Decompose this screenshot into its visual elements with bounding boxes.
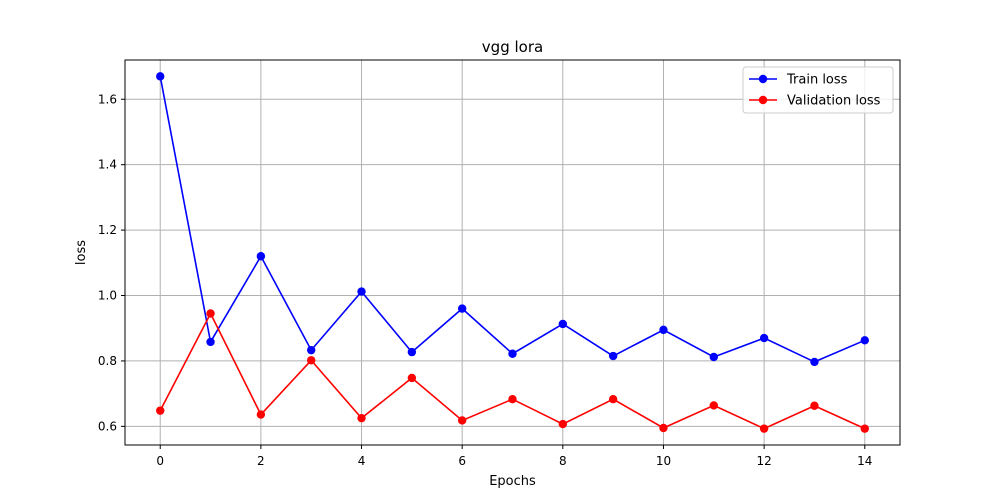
axis-ticks: 0 2 4 6 8 10 12 14 0.6 0.8 1.0 1.2 1.4 1.6 <box>98 92 873 468</box>
train-loss-point <box>508 349 517 358</box>
legend: Train loss Validation loss <box>742 66 894 114</box>
train-loss-point <box>659 325 668 335</box>
train-loss-point <box>307 345 316 355</box>
x-tick-label: 12 <box>756 454 771 468</box>
grid-lines <box>125 60 900 445</box>
legend-train-loss-label: Train loss <box>786 73 848 88</box>
validation-loss-point <box>156 406 165 415</box>
train-loss-point <box>206 337 215 347</box>
validation-loss-point <box>457 416 467 425</box>
chart-title: vgg lora <box>482 38 543 56</box>
validation-loss-point <box>608 395 618 404</box>
validation-loss-point <box>407 373 417 383</box>
train-loss-point <box>256 252 266 261</box>
train-loss-point <box>558 319 568 329</box>
x-tick-label: 8 <box>559 454 567 468</box>
train-loss-point <box>357 287 366 296</box>
y-tick-label: 1.6 <box>98 92 117 106</box>
train-loss-point <box>810 357 819 367</box>
train-loss-point <box>709 352 718 362</box>
train-loss-point <box>457 304 467 313</box>
validation-loss-point <box>558 419 568 429</box>
validation-loss-point <box>659 423 668 433</box>
validation-loss-point <box>860 424 869 433</box>
y-tick-label: 0.8 <box>98 354 117 368</box>
validation-loss-point <box>357 413 366 423</box>
x-tick-label: 6 <box>458 454 466 468</box>
plot-frame <box>124 59 901 446</box>
train-loss-point <box>759 333 769 343</box>
train-loss-point <box>156 72 165 81</box>
train-loss-point <box>860 336 869 345</box>
validation-loss-point <box>307 356 316 365</box>
series-layer <box>156 72 869 433</box>
x-tick-label: 14 <box>857 454 872 468</box>
train-loss-point <box>608 351 618 361</box>
x-tick-label: 4 <box>358 454 366 468</box>
legend-validation-loss-marker <box>758 95 768 105</box>
x-tick-label: 2 <box>257 454 265 468</box>
validation-loss-point <box>759 424 769 433</box>
train-loss-point <box>407 347 417 357</box>
legend-box <box>742 66 894 114</box>
legend-validation-loss-label: Validation loss <box>787 94 881 109</box>
validation-loss-point <box>709 401 718 410</box>
y-tick-label: 0.6 <box>98 419 117 433</box>
validation-loss-point <box>508 395 517 404</box>
legend-train-loss-marker <box>758 74 768 84</box>
validation-loss-point <box>256 410 266 419</box>
y-tick-label: 1.0 <box>98 289 117 303</box>
y-axis-label: loss <box>74 240 89 265</box>
x-axis-label: Epochs <box>489 474 536 489</box>
x-tick-label: 0 <box>156 454 164 468</box>
y-tick-label: 1.4 <box>98 158 117 172</box>
y-tick-label: 1.2 <box>98 223 117 237</box>
validation-loss-point <box>206 309 215 318</box>
x-tick-label: 10 <box>656 454 671 468</box>
validation-loss-point <box>810 401 819 410</box>
